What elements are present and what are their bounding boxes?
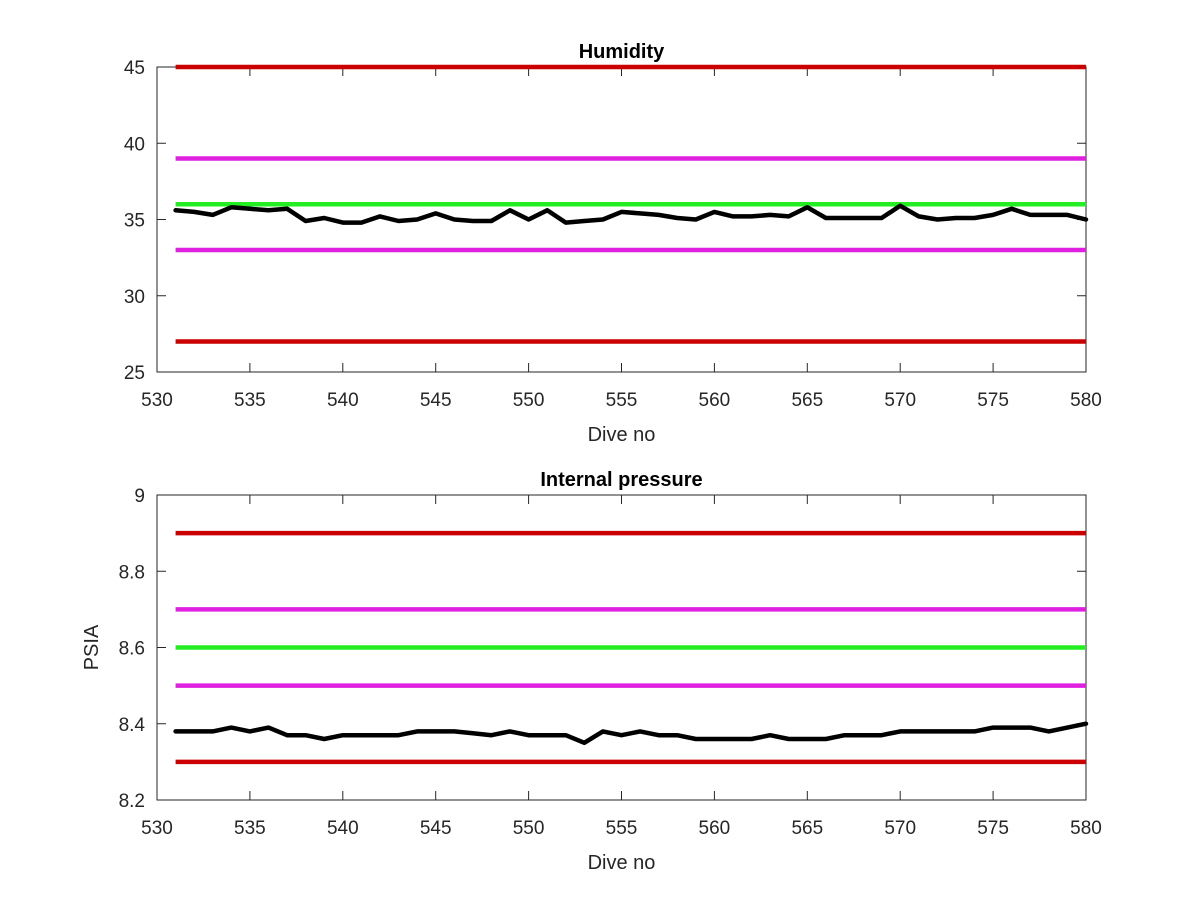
chart-1-xtick-label: 570: [884, 818, 916, 839]
chart-1-ytick-label: 8.6: [119, 639, 145, 660]
chart-0-xtick-label: 540: [327, 390, 359, 411]
chart-1-xtick-label: 540: [327, 818, 359, 839]
chart-0-xtick-label: 560: [699, 390, 731, 411]
chart-0-xtick-label: 565: [791, 390, 823, 411]
chart-1-ytick-label: 8.4: [119, 715, 146, 736]
chart-0-title: Humidity: [579, 41, 665, 63]
humidity-panel: 530 535 540 545 550 555 560 565 570 575 580 25 30 35 4…: [124, 41, 1102, 446]
chart-1-ytick-label: 9: [134, 486, 145, 507]
chart-1-ytick-label: 8.8: [119, 562, 145, 583]
chart-1-xtick-label: 575: [977, 818, 1009, 839]
chart-1-ytick-label: 8.2: [119, 791, 145, 812]
chart-0-ytick-label: 45: [124, 58, 145, 79]
chart-1-xtick-label: 565: [791, 818, 823, 839]
chart-0-xtick-label: 530: [141, 390, 173, 411]
chart-0-ytick-label: 35: [124, 211, 145, 232]
chart-0-xtick-label: 550: [513, 390, 545, 411]
chart-1-xtick-label: 530: [141, 818, 173, 839]
chart-0-xlabel: Dive no: [588, 424, 656, 446]
chart-1-xlabel: Dive no: [588, 852, 656, 874]
chart-0-xtick-label: 575: [977, 390, 1009, 411]
chart-0-xtick-label: 570: [884, 390, 916, 411]
chart-0-series-line: [173, 203, 1089, 225]
chart-1-xtick-label: 580: [1070, 818, 1102, 839]
chart-0-xtick-label: 545: [420, 390, 452, 411]
chart-1-xtick-label: 550: [513, 818, 545, 839]
chart-1-ylabel: PSIA: [81, 624, 103, 670]
chart-0-xtick-label: 535: [234, 390, 266, 411]
chart-1-series-line: [173, 721, 1089, 746]
chart-1-xtick-label: 535: [234, 818, 266, 839]
chart-1-xtick-label: 555: [606, 818, 638, 839]
chart-0-ytick-label: 40: [124, 134, 145, 155]
chart-1-xtick-label: 545: [420, 818, 452, 839]
chart-1-xtick-label: 560: [699, 818, 731, 839]
internal-pressure-panel: 530 535 540 545 550 555 560 565 570 575 580 8.2 8.4 8…: [81, 469, 1102, 874]
chart-0-xtick-label: 555: [606, 390, 638, 411]
chart-0-ytick-label: 25: [124, 363, 145, 384]
chart-1-title: Internal pressure: [540, 469, 702, 491]
chart-0-xtick-label: 580: [1070, 390, 1102, 411]
chart-0-ytick-label: 30: [124, 287, 145, 308]
